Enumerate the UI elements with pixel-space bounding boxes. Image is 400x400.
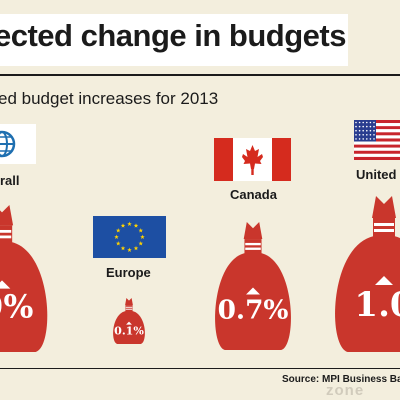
money-bag-neck [0, 225, 13, 244]
canada-flag-icon [214, 138, 291, 181]
money-bag-tie [245, 247, 261, 250]
eu-flag-icon [93, 216, 166, 258]
increase-arrow-icon [375, 276, 393, 285]
source-note: Source: MPI Business Ba [282, 374, 400, 385]
flag-label-overall: rall [0, 173, 20, 188]
increase-arrow-icon [0, 280, 11, 289]
watermark-text: zone [326, 382, 365, 399]
data-label-1: .9% [0, 288, 33, 325]
flag-label-europe: Europe [106, 265, 151, 280]
title-rule [0, 74, 400, 76]
money-bag-tie [245, 242, 261, 246]
money-bag-knot [243, 222, 263, 240]
chart-title: ected change in budgets [0, 18, 346, 53]
chart-subtitle: ed budget increases for 2013 [0, 89, 219, 108]
increase-arrow-icon [126, 321, 132, 325]
money-bag-knot [0, 205, 14, 226]
money-bag-body [113, 311, 145, 344]
money-bag-neck [125, 305, 133, 312]
data-label-2: 0.1% [114, 325, 144, 338]
money-bag-body [335, 236, 400, 352]
money-bag-body [0, 242, 48, 352]
money-bag-4: 1.0 [335, 196, 400, 352]
data-label-4: 1.0 [354, 285, 400, 325]
globe-icon [0, 124, 36, 164]
money-bag-tie [125, 308, 133, 310]
money-bag-tie [0, 235, 12, 239]
watermark-logo: zone [326, 382, 400, 400]
money-bag-tie [374, 223, 394, 226]
money-bag-knot [125, 298, 133, 306]
money-bag-2: 0.1% [113, 298, 145, 344]
money-bag-tie [0, 229, 12, 233]
money-bag-neck [373, 218, 395, 238]
title-band [0, 14, 348, 66]
money-bag-tie [125, 306, 133, 308]
data-label-3: 0.7% [218, 295, 289, 326]
money-bag-3: 0.7% [215, 222, 291, 350]
increase-arrow-icon [246, 287, 260, 295]
money-bag-knot [372, 196, 396, 218]
money-bag-tie [374, 229, 394, 232]
source-rule [0, 368, 400, 369]
flag-label-canada: Canada [230, 187, 277, 202]
money-bag-neck [244, 239, 262, 255]
flag-label-united-states: United S [356, 167, 400, 182]
money-bag-1: .9% [0, 205, 48, 352]
money-bag-body [215, 253, 291, 350]
us-flag-icon [354, 120, 400, 160]
